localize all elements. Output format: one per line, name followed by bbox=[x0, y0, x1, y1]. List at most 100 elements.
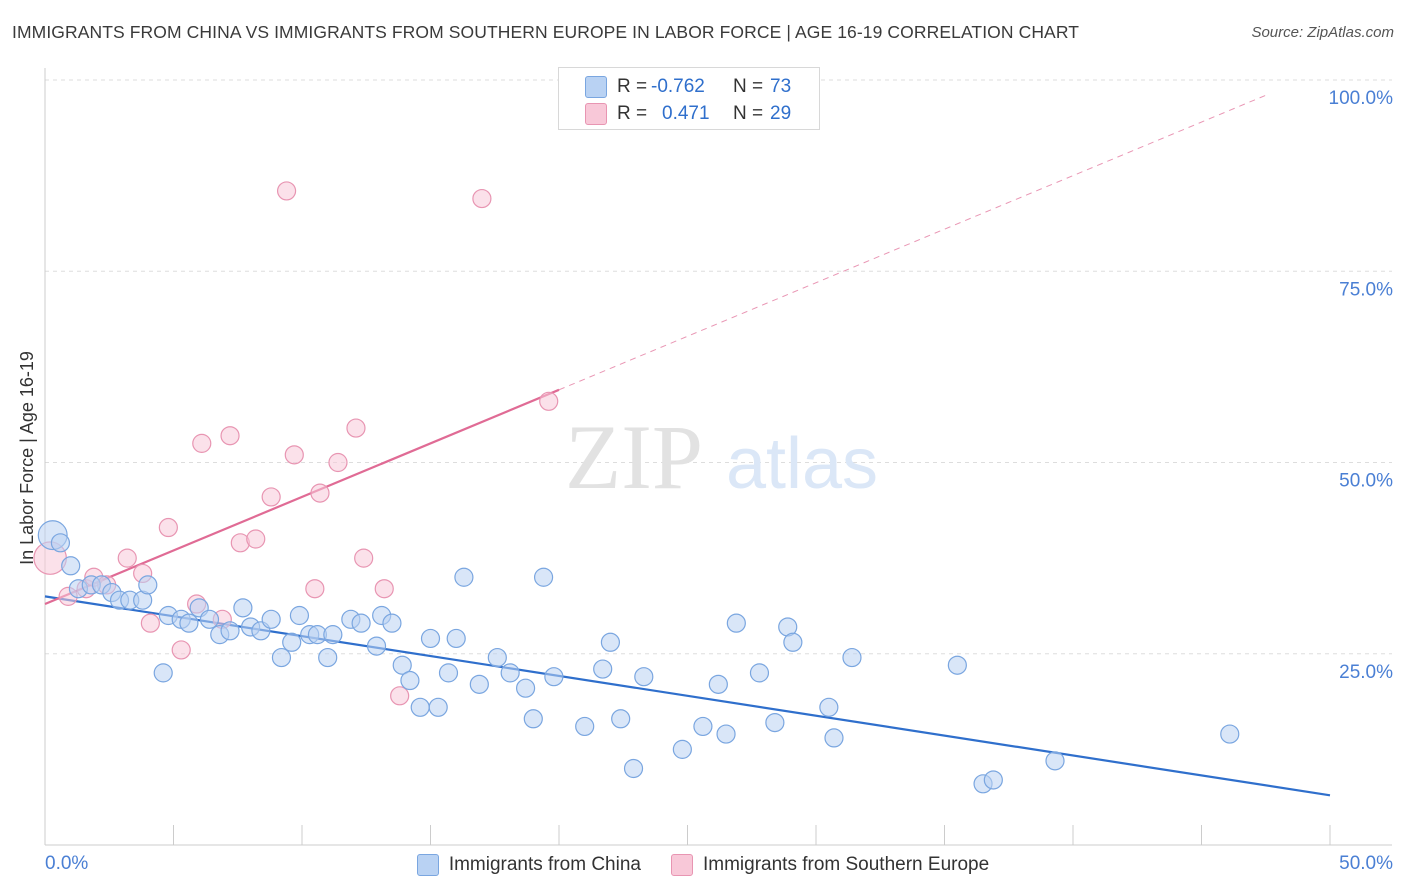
china-point bbox=[289, 605, 310, 626]
europe-point bbox=[374, 579, 394, 599]
source-credit: Source: ZipAtlas.com bbox=[1251, 24, 1394, 41]
europe-point bbox=[117, 548, 137, 568]
china-point bbox=[842, 647, 862, 668]
china-point bbox=[544, 667, 564, 687]
china-points bbox=[37, 520, 1240, 794]
europe-point bbox=[346, 418, 366, 438]
europe-point bbox=[354, 548, 374, 568]
europe-swatch-icon bbox=[585, 103, 607, 125]
europe-trend-extension bbox=[558, 94, 1266, 391]
china-point bbox=[672, 739, 692, 759]
grid-lines bbox=[45, 79, 1392, 655]
y-tick-label: 50.0% bbox=[1339, 471, 1393, 492]
china-point bbox=[153, 663, 173, 683]
china-point bbox=[392, 655, 412, 675]
china-point bbox=[623, 758, 644, 779]
europe-point bbox=[261, 487, 281, 507]
china-point bbox=[323, 625, 343, 645]
china-point bbox=[179, 613, 199, 633]
china-point bbox=[726, 613, 746, 633]
europe-point bbox=[158, 517, 178, 538]
china-point bbox=[351, 613, 371, 633]
legend-item-europe[interactable]: Immigrants from Southern Europe bbox=[670, 854, 990, 876]
china-point bbox=[1045, 751, 1065, 771]
europe-point bbox=[192, 433, 212, 453]
china-swatch-icon bbox=[585, 76, 607, 98]
y-axis-label: In Labor Force | Age 16-19 bbox=[17, 351, 37, 565]
china-point bbox=[271, 647, 292, 668]
china-point bbox=[420, 628, 441, 649]
china-legend-swatch-icon bbox=[416, 854, 439, 876]
china-point bbox=[400, 670, 420, 691]
watermark: ZIP atlas bbox=[565, 406, 878, 508]
europe-trend-line bbox=[44, 388, 560, 606]
series-legend: Immigrants from China Immigrants from So… bbox=[0, 850, 1406, 880]
china-point bbox=[382, 613, 402, 633]
china-point bbox=[533, 567, 554, 587]
tick-labels: 25.0% 50.0% 75.0% 100.0% 0.0% 50.0% bbox=[45, 88, 1393, 874]
china-point bbox=[634, 667, 654, 687]
europe-legend-swatch-icon bbox=[670, 854, 693, 876]
china-point bbox=[708, 674, 728, 694]
chart-title: IMMIGRANTS FROM CHINA VS IMMIGRANTS FROM… bbox=[12, 22, 1080, 42]
china-point bbox=[783, 632, 803, 652]
legend-item-china[interactable]: Immigrants from China bbox=[416, 854, 641, 876]
europe-r-value: 0.471 bbox=[662, 103, 710, 124]
x-tick-label: 50.0% bbox=[1339, 853, 1393, 874]
china-point bbox=[523, 709, 543, 729]
europe-point bbox=[328, 452, 348, 473]
china-point bbox=[469, 674, 489, 694]
china-point bbox=[593, 659, 613, 679]
china-point bbox=[693, 716, 713, 737]
europe-point bbox=[284, 445, 304, 465]
china-point bbox=[500, 663, 520, 683]
axes bbox=[44, 68, 1392, 846]
n-label: N = bbox=[733, 103, 764, 124]
europe-points bbox=[33, 181, 559, 706]
europe-point bbox=[246, 529, 266, 549]
legend-label-europe: Immigrants from Southern Europe bbox=[702, 854, 990, 875]
china-point bbox=[824, 728, 844, 748]
china-point bbox=[410, 697, 430, 717]
europe-point bbox=[276, 181, 297, 201]
europe-point bbox=[310, 483, 330, 503]
china-point bbox=[947, 655, 967, 675]
china-point bbox=[600, 632, 621, 652]
y-tick-label: 100.0% bbox=[1329, 88, 1394, 109]
china-point bbox=[138, 575, 158, 595]
x-tick-label: 0.0% bbox=[45, 853, 88, 874]
china-point bbox=[282, 632, 302, 652]
china-point bbox=[261, 609, 281, 629]
r-label: R = bbox=[617, 76, 648, 97]
stats-legend: R = -0.762 N = 73 R = 0.471 N = 29 bbox=[558, 67, 820, 130]
europe-point bbox=[171, 640, 191, 660]
china-point bbox=[428, 697, 448, 717]
legend-label-china: Immigrants from China bbox=[448, 854, 641, 875]
china-point bbox=[454, 567, 474, 587]
europe-point bbox=[220, 426, 240, 446]
y-tick-label: 75.0% bbox=[1339, 279, 1393, 300]
watermark-zip: ZIP bbox=[565, 406, 703, 508]
europe-point bbox=[390, 686, 410, 706]
china-point bbox=[749, 663, 770, 683]
europe-point bbox=[305, 579, 325, 599]
china-point bbox=[487, 647, 507, 668]
china-point bbox=[199, 609, 220, 629]
china-point bbox=[611, 709, 631, 729]
china-point bbox=[515, 678, 536, 698]
europe-point bbox=[472, 188, 492, 209]
china-point bbox=[765, 712, 785, 733]
china-point bbox=[983, 770, 1003, 790]
china-point bbox=[366, 636, 387, 656]
europe-n-value: 29 bbox=[770, 103, 792, 124]
europe-point bbox=[140, 613, 160, 633]
china-point bbox=[220, 621, 240, 641]
china-point bbox=[446, 628, 466, 649]
watermark-atlas: atlas bbox=[726, 424, 878, 504]
china-point bbox=[1220, 724, 1240, 744]
r-label: R = bbox=[617, 103, 648, 124]
china-point bbox=[50, 533, 71, 553]
china-point bbox=[819, 697, 839, 717]
china-n-value: 73 bbox=[770, 76, 792, 97]
